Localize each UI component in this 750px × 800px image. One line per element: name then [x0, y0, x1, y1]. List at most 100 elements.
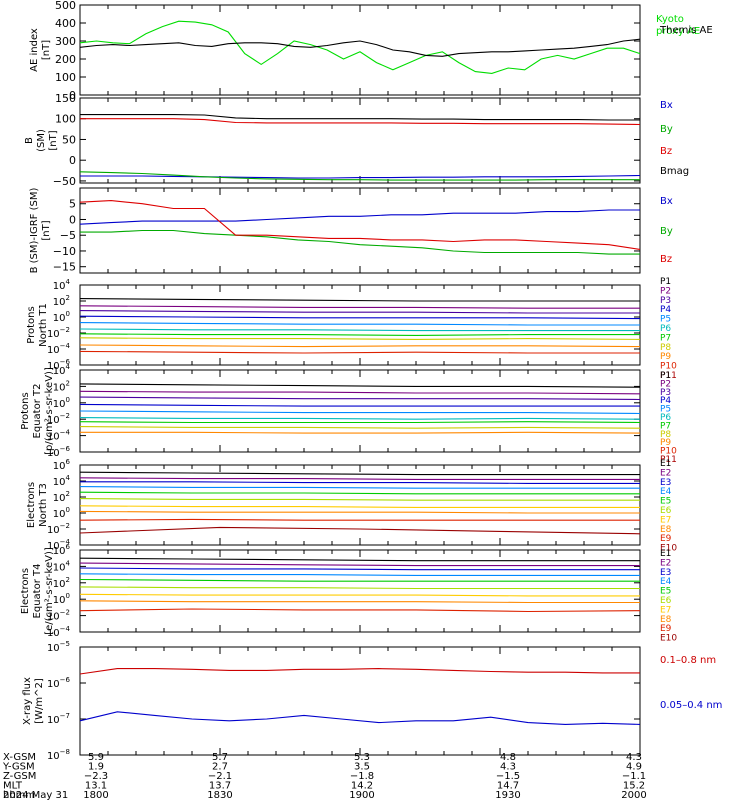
series-line-by: [80, 229, 640, 255]
legend-label: P10: [660, 447, 677, 457]
y-tick-label: 102: [53, 490, 70, 504]
y-axis-label: [p/(cm²-s-sr-keV)]: [44, 367, 55, 455]
y-tick-label: 500: [55, 0, 76, 12]
footer-value: −2.1: [208, 771, 232, 782]
series-line-e1: [79, 471, 640, 476]
legend-label: E8: [660, 615, 672, 625]
legend-label: P8: [660, 430, 671, 440]
series-line-p7: [79, 333, 640, 336]
y-axis-label: Electrons: [26, 482, 37, 528]
legend-label: E7: [660, 605, 671, 615]
y-axis-label: [nT]: [41, 40, 52, 60]
y-tick-label: 5: [69, 198, 76, 211]
legend-label: E5: [660, 497, 671, 507]
y-tick-label: 10−2: [47, 326, 70, 340]
footer-value: 5.9: [88, 752, 104, 763]
series-line-0-1-0-8-nm: [79, 668, 640, 675]
legend-label: E3: [660, 478, 671, 488]
y-axis-label: [W/m^2]: [34, 678, 45, 724]
footer-value: 1.9: [88, 762, 104, 773]
legend-label: P5: [660, 405, 671, 415]
legend-label: By: [660, 124, 673, 135]
footer-value: 3.5: [354, 762, 370, 773]
legend-label: P9: [660, 438, 671, 448]
footer-value: 4.3: [626, 752, 642, 763]
y-tick-label: 10−2: [47, 522, 70, 536]
series-line-e2: [79, 562, 640, 567]
y-axis-label: North T1: [38, 303, 49, 347]
y-tick-label: 0: [69, 154, 76, 167]
legend-label: P10: [660, 362, 677, 372]
series-line-e9: [79, 608, 641, 613]
series-line-p9: [79, 344, 641, 348]
y-axis-label: Electrons: [20, 568, 31, 614]
panel-frame: [79, 4, 641, 96]
legend-label: Bx: [660, 100, 673, 111]
y-tick-label: 104: [53, 559, 71, 573]
legend-label: E1: [660, 549, 671, 559]
series-line-p2: [79, 305, 640, 309]
legend-label: E10: [660, 544, 677, 554]
y-axis-label: Equator T2: [32, 384, 43, 439]
legend-label: E4: [660, 487, 672, 497]
footer-value: 4.8: [500, 752, 516, 763]
legend-label: E8: [660, 525, 672, 535]
series-line-p6: [79, 328, 640, 332]
panel-2: −50 0 50 100 150 B (SM) [nT] Bx By Bz Bmag: [24, 92, 689, 188]
footer-value: 15.2: [623, 781, 645, 792]
footer-value: 1930: [495, 790, 520, 800]
series-line-e7: [79, 505, 640, 508]
legend-label: E2: [660, 468, 671, 478]
series-line-p9: [80, 431, 641, 434]
series-line-e3: [80, 481, 640, 484]
legend-label: E6: [660, 506, 672, 516]
footer-value: 14.7: [497, 781, 519, 792]
y-tick-label: 104: [53, 474, 71, 488]
series-line-e7: [79, 593, 640, 597]
series-line-bmag: [80, 114, 640, 121]
series-line-e8: [79, 510, 640, 514]
panel-frame: [79, 464, 641, 546]
legend-label: P2: [660, 286, 671, 296]
y-axis-label: B: [24, 137, 35, 144]
y-tick-label: 104: [53, 363, 71, 377]
footer-row-label: Y-GSM: [2, 762, 35, 773]
y-tick-label: 104: [53, 278, 71, 292]
legend-label: E1: [660, 459, 671, 469]
legend-label: P5: [660, 315, 671, 325]
y-tick-label: 0: [69, 213, 76, 226]
panel-3: −15 −10 −5 0 5 B (SM)-IGRF (SM) [nT] Bx By Bz: [29, 187, 673, 274]
footer-row-label: X-GSM: [3, 752, 36, 763]
series-line-e1: [79, 557, 640, 562]
legend-label: Bmag: [660, 166, 689, 177]
series-line-p3: [79, 396, 641, 401]
series-line-bz: [79, 200, 641, 250]
footer-value: −2.3: [84, 771, 108, 782]
series-line-p4: [79, 403, 640, 407]
y-tick-label: 100: [53, 396, 70, 410]
y-axis-label: Protons: [26, 306, 37, 343]
y-axis-label: B (SM)-IGRF (SM): [29, 188, 40, 274]
series-line-p2: [79, 390, 641, 395]
legend-label: E3: [660, 568, 671, 578]
series-line-e5: [79, 491, 640, 495]
y-axis-label: X-ray flux: [22, 677, 33, 725]
y-axis-label: North T3: [38, 483, 49, 527]
footer-value: −1.5: [496, 771, 520, 782]
series-line-p1: [79, 383, 641, 388]
legend-label: E9: [660, 534, 672, 544]
y-tick-label: −15: [53, 261, 76, 274]
y-tick-label: 100: [55, 113, 76, 126]
series-line-e10: [79, 526, 641, 535]
panel-frame: [79, 369, 641, 453]
legend-label: E9: [660, 624, 672, 634]
series-line-p8: [79, 426, 641, 429]
footer-value: 13.1: [85, 781, 107, 792]
y-tick-label: 100: [53, 506, 70, 520]
footer-date: 2024 May 31: [3, 790, 68, 800]
legend-label: P1: [660, 277, 671, 287]
series-line-by: [79, 171, 640, 181]
